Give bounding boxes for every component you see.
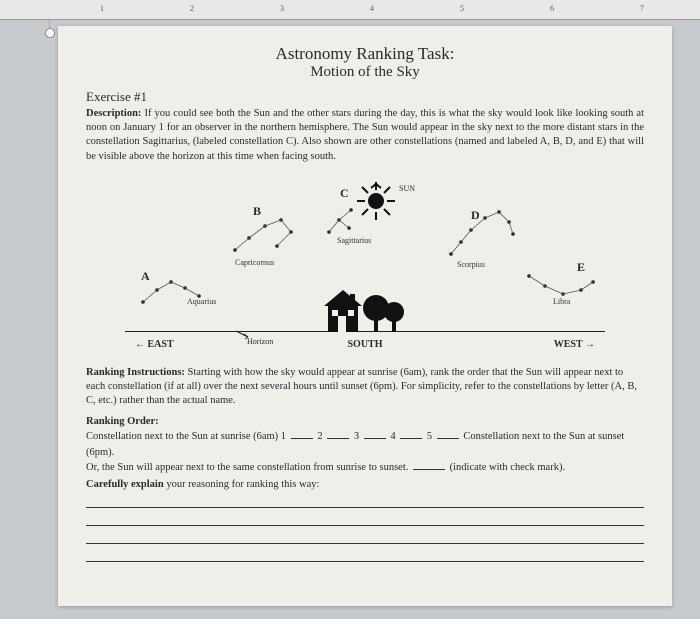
ruler-mark-1: 1: [100, 4, 104, 13]
order-num-4: 4: [390, 431, 395, 442]
description: Description: If you could see both the S…: [86, 107, 644, 164]
blank-1[interactable]: [291, 429, 313, 439]
ranking-instructions: Ranking Instructions: Starting with how …: [86, 366, 644, 409]
house-icon: [320, 284, 410, 332]
order-num-5: 5: [427, 431, 432, 442]
ruler: 1 2 3 4 5 6 7: [0, 0, 700, 20]
explain-block: Carefully explain your reasoning for ran…: [86, 479, 644, 490]
description-label: Description:: [86, 108, 141, 119]
ranking-order-block: Ranking Order: Constellation next to the…: [86, 414, 644, 475]
sky-diagram: Horizon EAST SOUTH WEST SUN: [125, 174, 605, 354]
direction-east: EAST: [135, 339, 174, 350]
stars-libra: [521, 266, 601, 306]
ranking-label: Ranking Instructions:: [86, 367, 185, 378]
answer-line-1[interactable]: [86, 494, 644, 508]
description-text: If you could see both the Sun and the ot…: [86, 108, 644, 162]
direction-south: SOUTH: [347, 339, 382, 350]
letter-c: C: [340, 186, 349, 201]
blank-4[interactable]: [400, 429, 422, 439]
answer-line-4[interactable]: [86, 548, 644, 562]
order-left-text: Constellation next to the Sun at sunrise…: [86, 431, 286, 442]
answer-line-3[interactable]: [86, 530, 644, 544]
horizon-arrow-icon: [235, 330, 249, 340]
direction-west: WEST: [554, 339, 595, 350]
page-subtitle: Motion of the Sky: [86, 64, 644, 81]
stars-scorpius: [443, 204, 523, 264]
answer-line-2[interactable]: [86, 512, 644, 526]
exercise-header: Exercise #1: [86, 89, 644, 105]
blank-check[interactable]: [413, 460, 445, 470]
document-page: Astronomy Ranking Task: Motion of the Sk…: [58, 26, 672, 606]
explain-label: Carefully explain: [86, 479, 164, 490]
ruler-mark-4: 4: [370, 4, 374, 13]
stars-sagittarius: [321, 202, 381, 242]
or-line-b: (indicate with check mark).: [450, 462, 565, 473]
or-line-a: Or, the Sun will appear next to the same…: [86, 462, 408, 473]
ruler-mark-6: 6: [550, 4, 554, 13]
horizon-label: Horizon: [247, 337, 273, 346]
sun-label: SUN: [399, 184, 415, 193]
stars-capricornus: [225, 212, 305, 262]
blank-3[interactable]: [364, 429, 386, 439]
blank-2[interactable]: [327, 429, 349, 439]
order-num-2: 2: [317, 431, 322, 442]
explain-text: your reasoning for ranking this way:: [166, 479, 319, 490]
ruler-mark-5: 5: [460, 4, 464, 13]
stars-aquarius: [137, 272, 217, 312]
margin-indicator[interactable]: [45, 28, 55, 38]
ranking-order-label: Ranking Order:: [86, 416, 159, 427]
ruler-mark-7: 7: [640, 4, 644, 13]
blank-5[interactable]: [437, 429, 459, 439]
ruler-mark-2: 2: [190, 4, 194, 13]
page-title: Astronomy Ranking Task:: [86, 44, 644, 64]
ruler-mark-3: 3: [280, 4, 284, 13]
order-num-3: 3: [354, 431, 359, 442]
